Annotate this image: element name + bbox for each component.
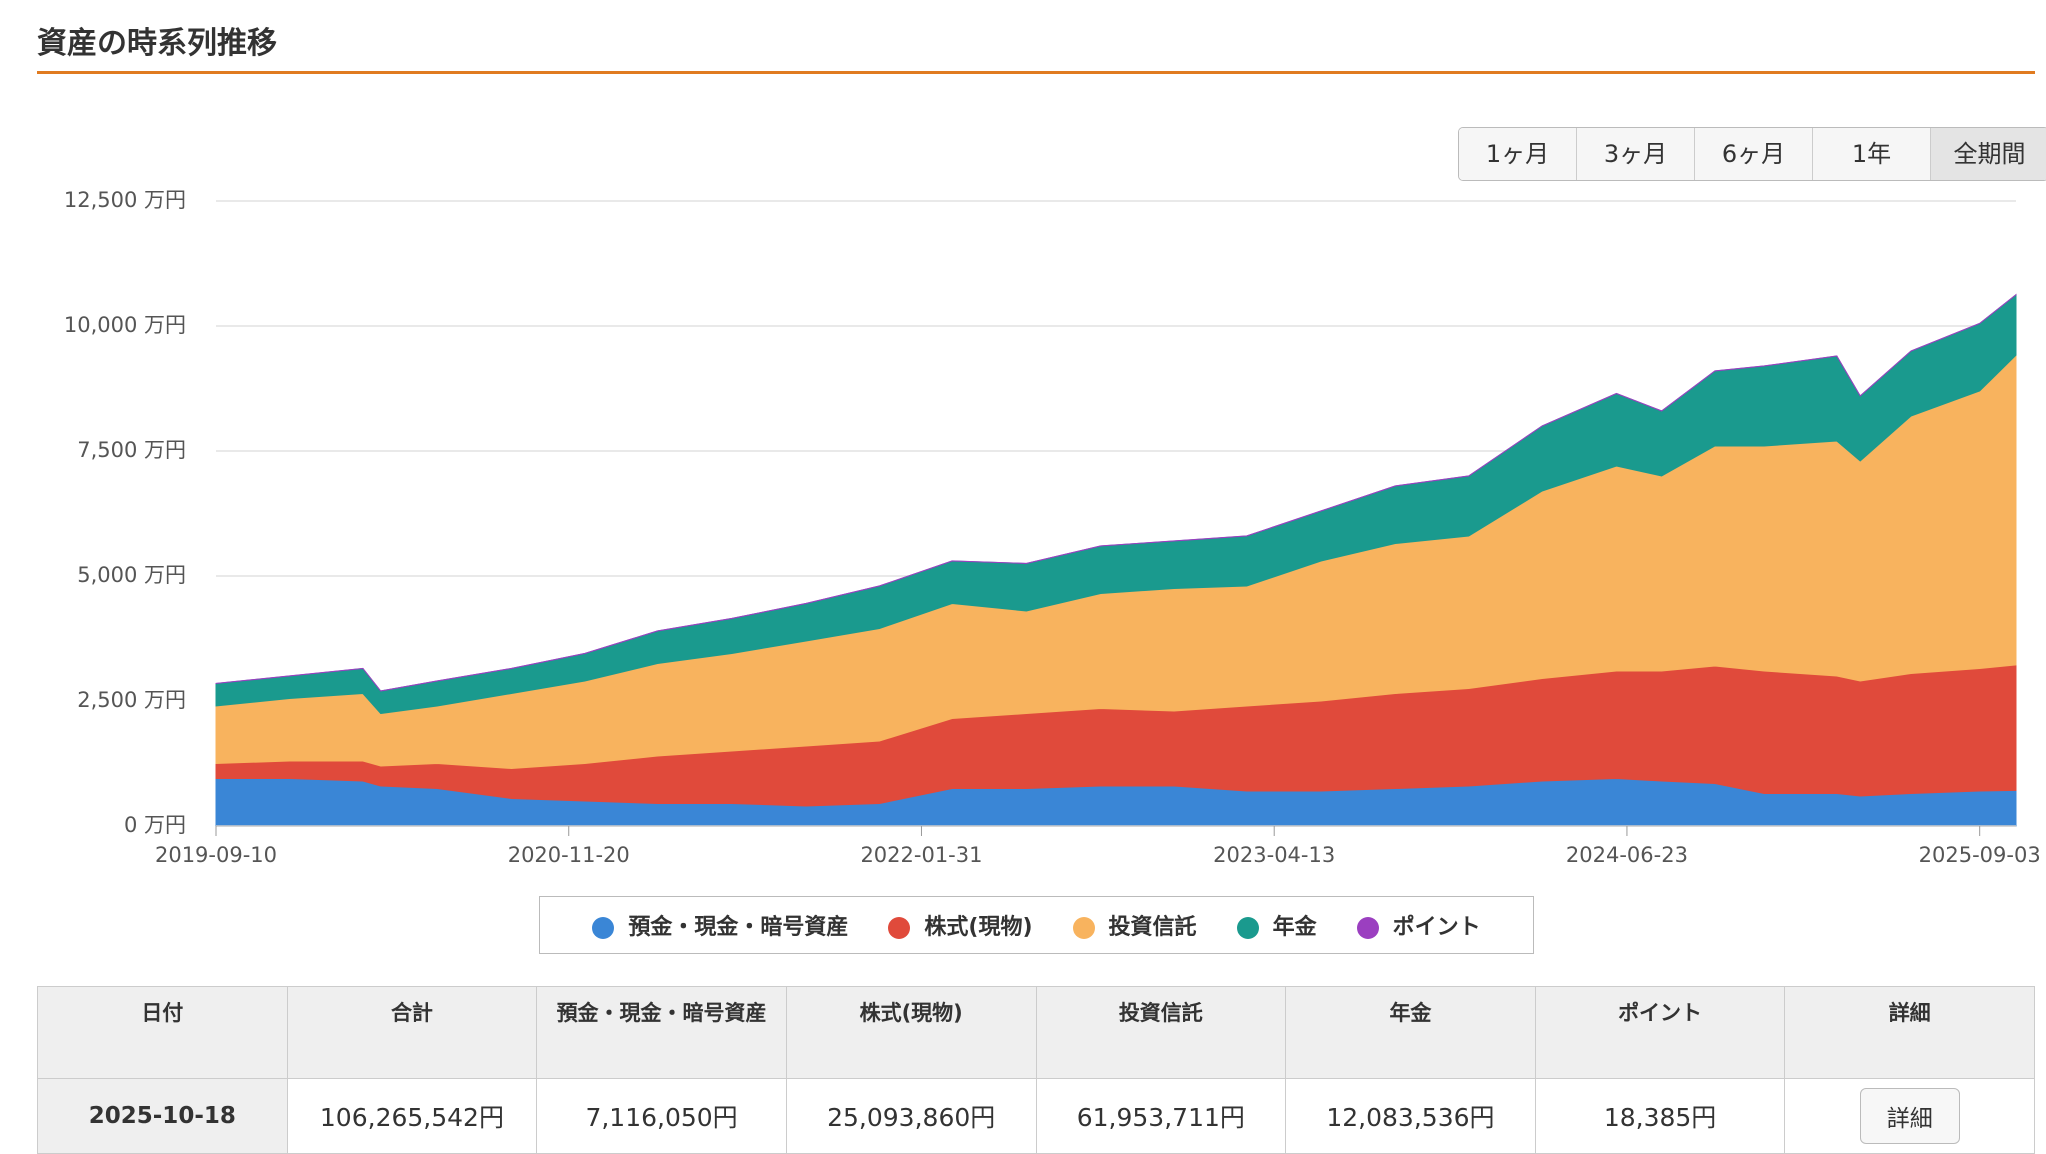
legend-label: 株式(現物)	[924, 915, 1033, 940]
table-row: 2025-10-18 106,265,542円 7,116,050円 25,093,8…	[37, 1078, 2035, 1154]
area	[215, 293, 2017, 692]
detail-button[interactable]: 詳細	[1859, 1088, 1960, 1144]
table-body: 2025-10-18 106,265,542円 7,116,050円 25,093,8…	[37, 1078, 2035, 1154]
range-button[interactable]: 1年	[1813, 128, 1931, 180]
legend-item[interactable]: 年金	[1236, 909, 1317, 941]
legend-label: ポイント	[1392, 915, 1481, 940]
legend-swatch	[888, 917, 911, 939]
legend-label: 投資信託	[1108, 915, 1197, 940]
y-tick-label: 2,500 万円	[77, 688, 186, 712]
y-tick-label: 7,500 万円	[77, 438, 186, 462]
table-cell: 25,093,860円	[785, 1078, 1037, 1154]
header-cell: 預金・現金・暗号資産	[536, 986, 787, 1079]
range-button[interactable]: 6ヶ月	[1695, 128, 1813, 180]
legend-item[interactable]: 投資信託	[1072, 909, 1197, 941]
y-tick-label: 5,000 万円	[77, 563, 186, 587]
header-cell: 株式(現物)	[785, 986, 1037, 1079]
header-cell: ポイント	[1534, 986, 1786, 1079]
page-title: 資産の時系列推移	[37, 26, 277, 61]
title-rule	[37, 71, 2035, 74]
legend-swatch	[1236, 917, 1259, 939]
x-tick-label: 2019-09-10	[155, 843, 277, 867]
range-button[interactable]: 全期間	[1931, 128, 2046, 180]
x-tick-label: 2022-01-31	[860, 843, 982, 867]
range-button[interactable]: 3ヶ月	[1577, 128, 1695, 180]
legend-swatch	[592, 917, 615, 939]
y-tick-label: 10,000 万円	[64, 313, 186, 337]
legend-swatch	[1356, 917, 1379, 939]
legend-label: 年金	[1272, 915, 1317, 940]
x-tick-label: 2020-11-20	[508, 843, 630, 867]
table-cell: 7,116,050円	[536, 1078, 787, 1154]
header-cell: 投資信託	[1035, 986, 1287, 1079]
y-tick-label: 0 万円	[124, 813, 186, 837]
legend-item[interactable]: ポイント	[1356, 909, 1481, 941]
range-button[interactable]: 1ヶ月	[1459, 128, 1577, 180]
header-cell: 日付	[37, 986, 288, 1079]
header-row: 日付 合計 預金・現金・暗号資産 株式(現物) 投資信託 年金 ポイント 詳細	[37, 986, 2035, 1079]
table-cell: 18,385円	[1534, 1078, 1786, 1154]
x-tick-label: 2023-04-13	[1213, 843, 1335, 867]
header-cell: 合計	[286, 986, 538, 1079]
legend-item[interactable]: 株式(現物)	[888, 909, 1033, 941]
table-cell: 2025-10-18	[37, 1078, 288, 1154]
range-buttons: 1ヶ月 3ヶ月 6ヶ月 1年 全期間	[1458, 127, 2046, 181]
x-tick-label: 2024-06-23	[1566, 843, 1688, 867]
header-cell: 詳細	[1784, 986, 2035, 1079]
asset-table: 日付 合計 預金・現金・暗号資産 株式(現物) 投資信託 年金 ポイント 詳細 2025-10-…	[37, 986, 2035, 1154]
table-cell: 詳細	[1784, 1078, 2035, 1154]
table-cell: 61,953,711円	[1035, 1078, 1287, 1154]
legend: 預金・現金・暗号資産 株式(現物) 投資信託 年金 ポイント	[539, 896, 1534, 954]
legend-swatch	[1072, 917, 1095, 939]
header-cell: 年金	[1285, 986, 1536, 1079]
y-tick-label: 12,500 万円	[64, 188, 186, 212]
table-cell: 12,083,536円	[1285, 1078, 1536, 1154]
legend-label: 預金・現金・暗号資産	[628, 915, 849, 940]
x-tick-label: 2025-09-03	[1919, 843, 2041, 867]
table-cell: 106,265,542円	[286, 1078, 538, 1154]
legend-item[interactable]: 預金・現金・暗号資産	[592, 909, 848, 941]
